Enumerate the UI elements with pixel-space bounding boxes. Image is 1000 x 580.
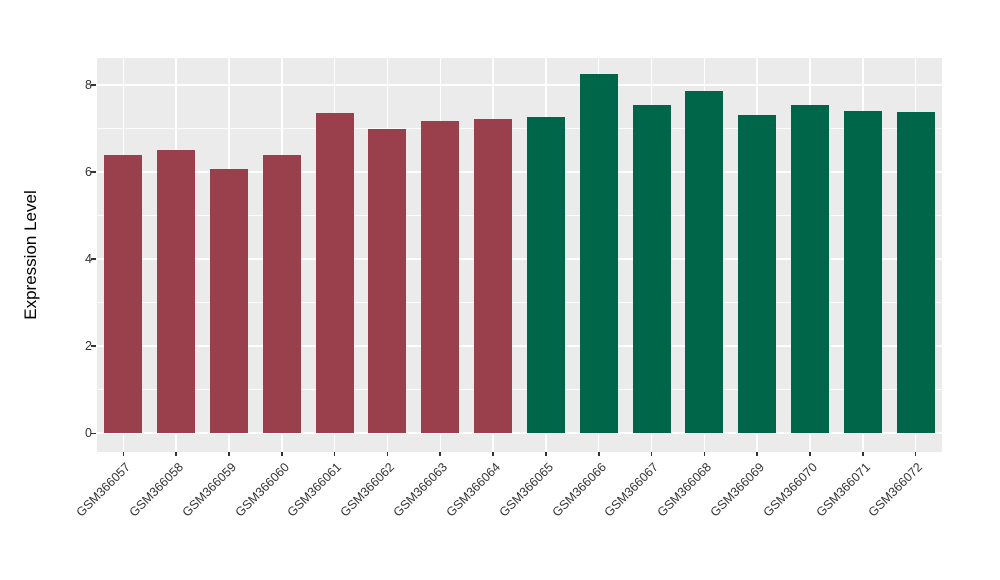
bar <box>579 74 618 434</box>
minor-gridline <box>97 127 942 129</box>
x-tick-label-text: GSM366068 <box>654 460 715 520</box>
x-tick-label-text: GSM366066 <box>549 460 609 520</box>
bar <box>104 154 143 434</box>
x-tick-mark <box>281 452 283 456</box>
x-tick-label-text: GSM366070 <box>760 460 820 520</box>
x-tick-mark <box>545 452 547 456</box>
y-tick-mark <box>91 258 96 260</box>
x-tick-label-text: GSM366065 <box>496 460 556 520</box>
y-tick-mark <box>91 84 96 86</box>
bar <box>896 111 935 434</box>
x-tick-label-text: GSM366061 <box>285 460 345 520</box>
x-tick-mark <box>597 452 600 456</box>
x-tick-label-text: GSM366064 <box>443 460 503 520</box>
x-tick-mark <box>333 452 336 456</box>
x-tick-mark <box>914 452 917 456</box>
x-tick-mark <box>439 452 442 456</box>
minor-gridline <box>97 215 942 217</box>
minor-gridline <box>97 389 942 391</box>
x-tick-mark <box>228 452 230 456</box>
x-tick-label-text: GSM366063 <box>390 460 451 520</box>
y-tick-label: 8 <box>85 77 92 92</box>
x-tick-mark <box>492 452 494 456</box>
y-tick-mark <box>91 171 96 173</box>
y-axis-title: Expression Level <box>21 190 40 320</box>
bar <box>315 112 354 434</box>
x-tick-mark <box>386 452 389 456</box>
x-tick-mark <box>122 452 125 456</box>
major-gridline <box>97 432 942 435</box>
bar <box>790 104 829 434</box>
y-tick-label: 6 <box>85 165 92 180</box>
x-tick-mark <box>861 452 864 456</box>
x-tick-label-text: GSM366067 <box>601 460 662 520</box>
bar <box>368 129 407 434</box>
bar <box>474 118 513 434</box>
x-tick-label-text: GSM366072 <box>865 460 926 520</box>
x-tick-label-text: GSM366071 <box>813 460 873 520</box>
x-tick-mark <box>756 452 758 456</box>
bar <box>526 117 565 434</box>
x-tick-label-text: GSM366060 <box>232 460 292 520</box>
bars-layer <box>97 58 942 452</box>
x-tick-label-text: GSM366069 <box>707 460 768 520</box>
x-tick-label-text: GSM366062 <box>337 460 398 520</box>
x-tick-mark <box>175 452 177 456</box>
x-tick-label-text: GSM366058 <box>126 460 187 520</box>
x-tick-label-text: GSM366057 <box>73 460 134 520</box>
major-gridline <box>97 345 942 348</box>
bar <box>632 104 671 434</box>
plot-panel <box>97 58 942 452</box>
y-tick-mark <box>91 345 96 348</box>
bar <box>738 115 777 434</box>
bar <box>685 90 724 434</box>
y-tick-label: 4 <box>85 252 92 267</box>
y-tick-mark <box>91 432 96 435</box>
x-tick-mark <box>703 452 706 456</box>
bar <box>843 111 882 434</box>
y-tick-label: 2 <box>85 339 92 354</box>
y-tick-label: 0 <box>85 426 92 441</box>
minor-gridline <box>97 302 942 304</box>
x-tick-mark <box>809 452 811 456</box>
bar <box>262 154 301 434</box>
bar <box>421 120 460 434</box>
major-gridline <box>97 171 942 174</box>
major-gridline <box>97 258 942 261</box>
bar <box>210 168 249 434</box>
bar <box>157 150 196 434</box>
x-tick-mark <box>650 452 653 456</box>
major-gridline <box>97 83 942 86</box>
x-tick-label-text: GSM366059 <box>179 460 239 520</box>
